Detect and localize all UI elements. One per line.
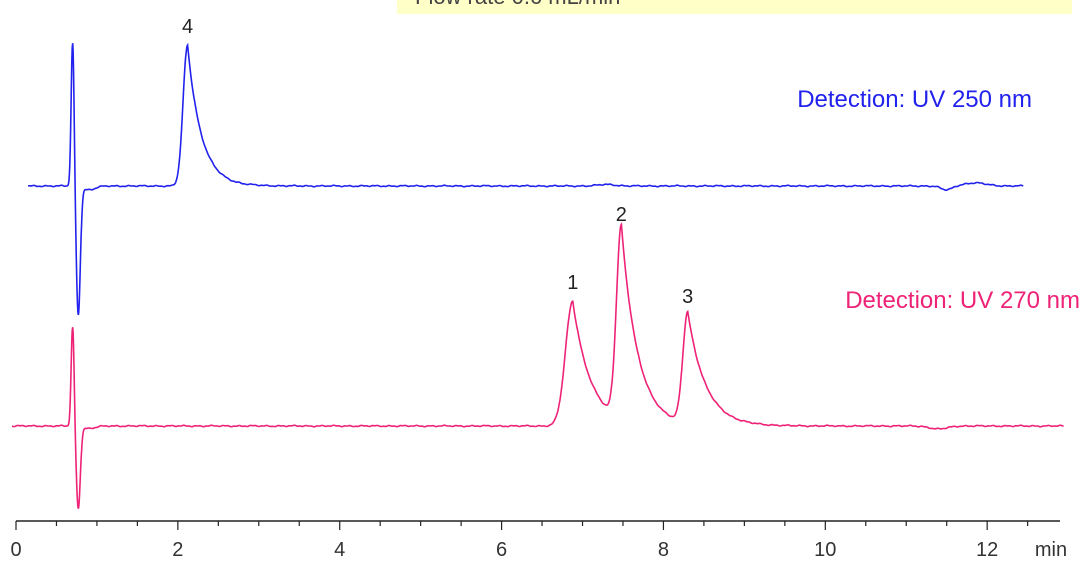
- peak-label: 1: [567, 272, 578, 294]
- conditions-note: Flow rate 0.6 mL/min: [397, 0, 1072, 14]
- x-tick-label: 6: [496, 539, 507, 561]
- labels: 4 Detection: UV 250 nm 1 2 3 Detection: UV 27…: [182, 16, 1080, 314]
- x-tick-label: 10: [814, 539, 836, 561]
- x-tick-label: 4: [334, 539, 345, 561]
- x-axis: 0 2 4 6 8 10 12 min: [10, 520, 1067, 561]
- x-tick-label: 12: [976, 539, 998, 561]
- series-line: [11, 222, 1064, 509]
- series-label: Detection: UV 250 nm: [797, 86, 1032, 113]
- x-tick-label: 8: [658, 539, 669, 561]
- traces: [11, 42, 1064, 509]
- x-tick-label: 2: [172, 539, 183, 561]
- series-line: [27, 42, 1024, 316]
- x-axis-label: min: [1035, 539, 1067, 561]
- peak-label: 3: [682, 286, 693, 308]
- peak-label: 4: [182, 16, 193, 38]
- x-tick-label: 0: [10, 539, 21, 561]
- conditions-text: Flow rate 0.6 mL/min: [415, 0, 620, 10]
- series-label: Detection: UV 270 nm: [845, 287, 1080, 314]
- peak-label: 2: [616, 204, 627, 226]
